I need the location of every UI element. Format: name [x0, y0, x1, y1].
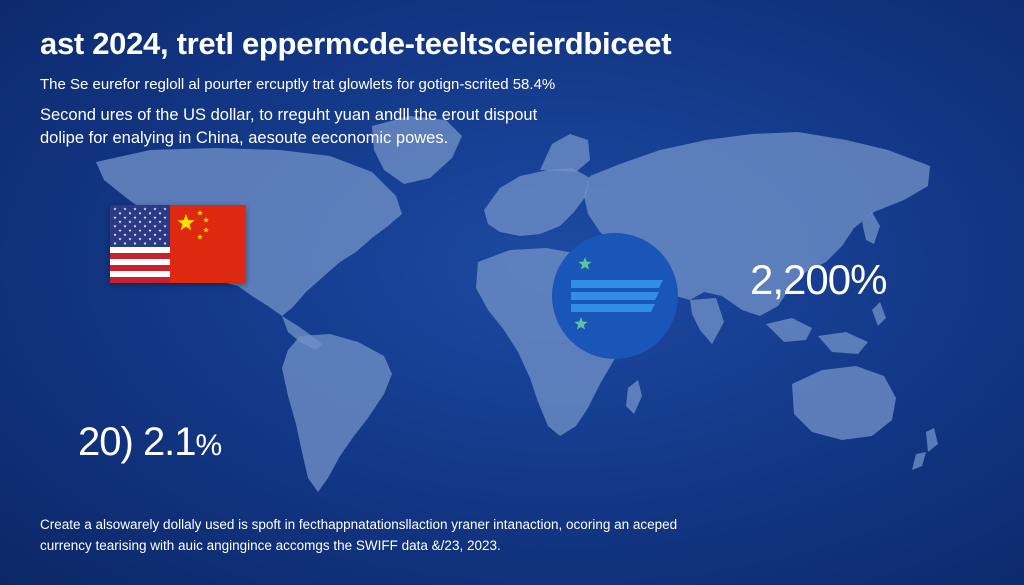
us-flag-star [113, 207, 117, 211]
us-flag-star [118, 237, 122, 241]
us-flag-stripe [110, 253, 170, 259]
greenland-landmass [372, 116, 462, 184]
currency-emblem-icon [552, 233, 678, 359]
emblem-star-top [578, 257, 592, 270]
us-flag-star [143, 233, 147, 237]
china-flag-small-star [203, 217, 209, 223]
stat-share-value: 2.1 [142, 420, 197, 464]
us-flag-star [128, 220, 132, 224]
us-flag-star [113, 216, 117, 219]
china-flag-small-star [197, 210, 203, 216]
new-zealand-landmass [912, 428, 938, 470]
stat-share-percent-sign: % [195, 429, 223, 462]
stat-share-percent: 20) 2.1% [78, 420, 223, 465]
us-flag-stripe [110, 265, 170, 271]
china-flag-small-star [197, 234, 203, 240]
us-flag-star [163, 233, 167, 237]
footer-line-1: Create a alsowarely dollaly used is spof… [40, 517, 678, 532]
footer-note: Create a alsowarely dollaly used is spof… [40, 514, 720, 556]
china-flag-big-star [177, 214, 195, 231]
intro-line-2: dolipe for enalying in China, aesoute ee… [40, 129, 449, 147]
us-flag-star [163, 216, 167, 219]
us-flag-star [163, 207, 167, 211]
us-flag-star [113, 241, 117, 245]
us-flag-star [123, 224, 127, 228]
us-flag-star [153, 224, 157, 228]
us-flag-star [118, 211, 122, 215]
us-flag-stripe [110, 277, 170, 283]
japan-landmass [862, 212, 880, 244]
scandinavia-landmass [540, 134, 590, 172]
us-flag-star [133, 207, 137, 211]
us-flag-star [143, 224, 147, 228]
us-flag-star [133, 224, 137, 228]
us-flag-star [163, 241, 167, 245]
southeast-asia-islands [766, 302, 886, 354]
us-flag-star [138, 228, 142, 232]
us-flag-star [158, 220, 162, 224]
us-flag-star [143, 216, 147, 219]
footer-line-2: currency tearising with auic angingince … [40, 538, 501, 553]
north-america-landmass [96, 148, 402, 316]
us-flag-star [128, 237, 132, 241]
us-flag-star [148, 228, 152, 232]
us-flag-star [133, 233, 137, 237]
us-china-flags [110, 205, 246, 283]
europe-landmass [484, 168, 590, 236]
us-flag-star [158, 237, 162, 241]
intro-paragraph: Second ures of the US dollar, to rreguht… [40, 104, 600, 150]
us-flag-star [153, 233, 157, 237]
us-flag-star [128, 228, 132, 232]
us-flag-star [113, 224, 117, 228]
us-flag-star [148, 220, 152, 224]
us-flag-star [153, 216, 157, 219]
us-flag-star [153, 241, 157, 245]
china-flag-small-star [203, 227, 209, 233]
us-flag-star [138, 237, 142, 241]
stat-share-prefix: 20) [78, 420, 134, 464]
us-flag-star [118, 220, 122, 224]
us-flag-star [158, 228, 162, 232]
us-flag-star [143, 207, 147, 211]
us-flag-star [153, 207, 157, 211]
us-flag-star [138, 220, 142, 224]
us-flag-star [143, 241, 147, 245]
us-flag-star [118, 228, 122, 232]
us-flag-star [113, 233, 117, 237]
us-flag-star [123, 207, 127, 211]
us-flag-star [133, 216, 137, 219]
stat-growth-percent: 2,200% [750, 256, 887, 303]
us-flag-star [138, 211, 142, 215]
us-flag-star [148, 211, 152, 215]
us-flag-star [148, 237, 152, 241]
subheadline: The Se eurefor regloll al pourter ercupt… [40, 76, 556, 93]
south-america-landmass [282, 334, 392, 492]
us-flag-star [158, 211, 162, 215]
us-flag-star [133, 241, 137, 245]
intro-line-1: Second ures of the US dollar, to rreguht… [40, 106, 538, 124]
us-flag-star [123, 233, 127, 237]
australia-landmass [792, 366, 896, 440]
madagascar-landmass [626, 380, 642, 414]
us-flag-star [163, 224, 167, 228]
us-flag-star [123, 241, 127, 245]
china-flag-icon [170, 205, 246, 283]
headline: ast 2024, tretl eppermcde-teeltsceierdbi… [40, 26, 672, 61]
us-flag-star [123, 216, 127, 219]
emblem-star-bottom [574, 317, 588, 330]
us-flag-icon [110, 205, 170, 283]
us-flag-star [128, 211, 132, 215]
